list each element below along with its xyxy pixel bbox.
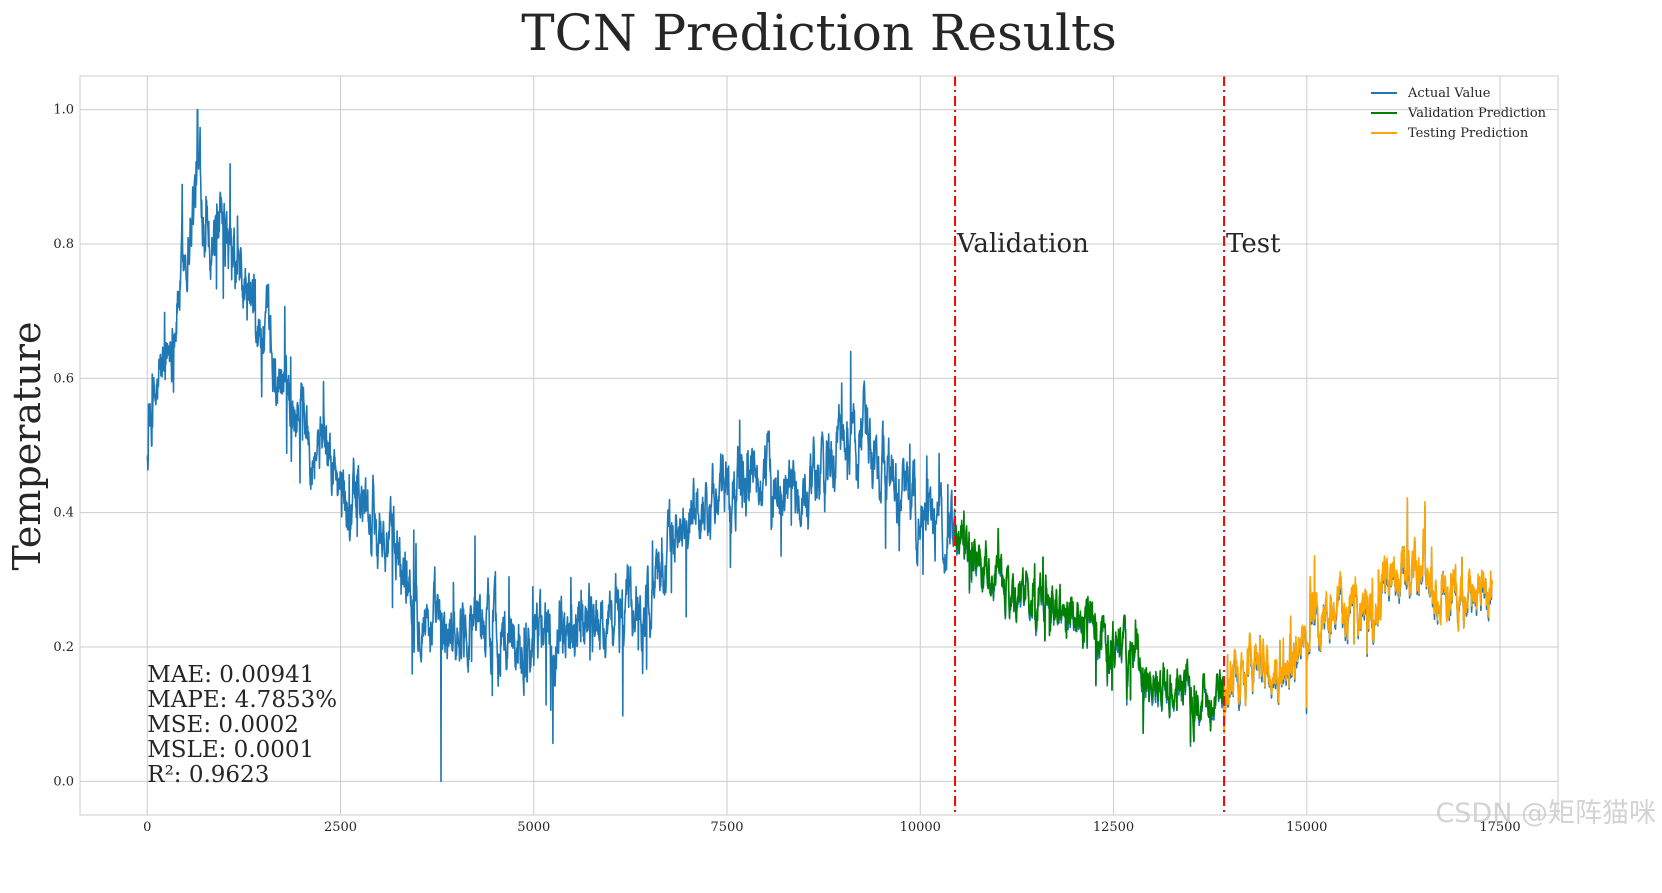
series-actual-value	[146, 108, 1493, 783]
x-tick-label: 15000	[1286, 820, 1327, 835]
x-tick-label: 12500	[1093, 820, 1134, 835]
metric-line: MSE: 0.0002	[147, 712, 299, 738]
series-layer	[146, 108, 1494, 783]
x-tick-label: 17500	[1479, 820, 1520, 835]
metric-line: MAE: 0.00941	[147, 662, 314, 688]
metric-line: R²: 0.9623	[147, 762, 269, 788]
split-lines: Validation Test	[954, 76, 1281, 815]
metric-line: MSLE: 0.0001	[147, 737, 314, 763]
y-tick-label: 0.0	[53, 774, 74, 789]
watermark: CSDN @矩阵猫咪	[1435, 798, 1656, 829]
grid	[80, 76, 1558, 815]
legend-entry: Validation Prediction	[1407, 106, 1547, 121]
y-tick-label: 1.0	[53, 103, 74, 118]
y-tick-label: 0.6	[53, 371, 74, 386]
x-tick-label: 0	[143, 820, 151, 835]
x-tick-label: 2500	[324, 820, 357, 835]
chart-title: TCN Prediction Results	[521, 4, 1117, 62]
y-tick-label: 0.4	[53, 506, 74, 521]
series-validation-prediction	[954, 510, 1225, 743]
plot-frame	[79, 75, 1559, 816]
metric-line: MAPE: 4.7853%	[147, 687, 337, 713]
series-testing-prediction	[1223, 497, 1494, 734]
x-tick-label: 5000	[517, 820, 550, 835]
x-tick-label: 7500	[710, 820, 743, 835]
split-label: Validation	[956, 229, 1089, 259]
y-tick-label: 0.2	[53, 640, 74, 655]
y-axis-label: Temperature	[5, 322, 49, 571]
legend-entry: Testing Prediction	[1408, 126, 1529, 141]
x-tick-label: 10000	[900, 820, 941, 835]
legend: Actual Value Validation Prediction Testing…	[1371, 86, 1547, 141]
y-tick-label: 0.8	[53, 237, 74, 252]
x-axis: 0 2500 5000 7500 10000 12500 15000 17500	[143, 820, 1521, 835]
legend-entry: Actual Value	[1407, 86, 1491, 101]
y-axis: 0.0 0.2 0.4 0.6 0.8 1.0	[53, 103, 74, 790]
split-label: Test	[1226, 229, 1281, 259]
